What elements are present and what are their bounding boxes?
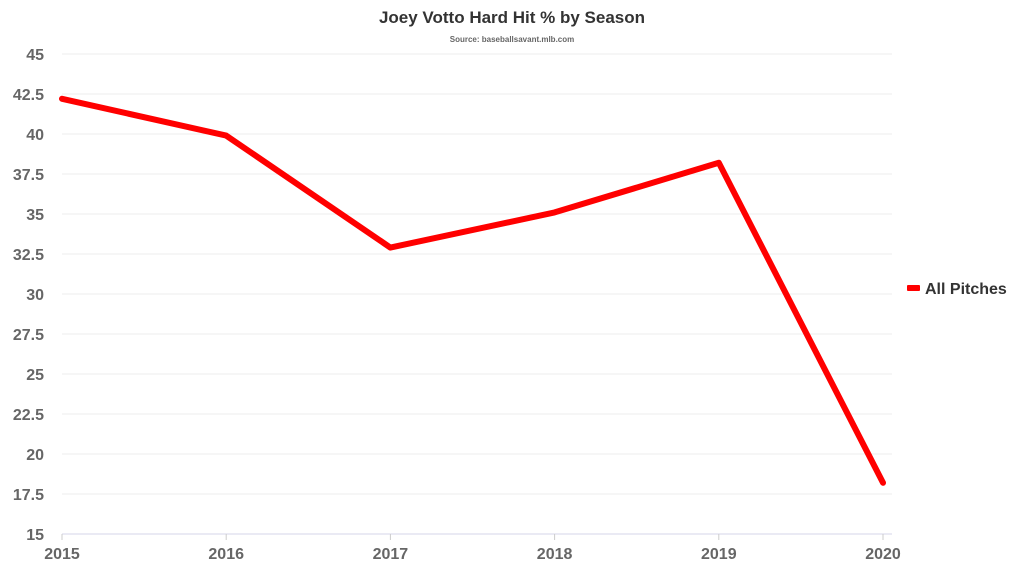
y-tick-label: 30 [26, 287, 44, 304]
series-line-all-pitches [59, 95, 886, 486]
x-tick-label: 2018 [537, 546, 573, 563]
y-tick-label: 32.5 [13, 247, 44, 264]
data-point [718, 162, 720, 164]
legend: All Pitches [907, 281, 1007, 298]
chart-subtitle: Source: baseballsavant.mlb.com [450, 35, 575, 44]
x-tick-label: 2015 [44, 546, 80, 563]
y-tick-label: 22.5 [13, 407, 44, 424]
y-tick-label: 15 [26, 527, 44, 544]
y-axis-tick-labels: 15 17.5 20 22.5 25 27.5 30 32.5 35 37.5 40 42.5 45 [13, 47, 44, 544]
x-tick-label: 2020 [865, 546, 901, 563]
x-tick-label: 2016 [208, 546, 244, 563]
data-point [225, 135, 227, 137]
data-point [61, 98, 63, 100]
y-tick-label: 37.5 [13, 167, 44, 184]
y-tick-label: 25 [26, 367, 44, 384]
data-point [882, 482, 884, 484]
x-tick-label: 2019 [701, 546, 737, 563]
y-tick-label: 40 [26, 127, 44, 144]
y-tick-label: 45 [26, 47, 44, 64]
y-tick-label: 35 [26, 207, 44, 224]
legend-swatch [907, 285, 920, 291]
y-tick-label: 17.5 [13, 487, 44, 504]
gridlines [62, 53, 892, 495]
data-point [554, 211, 556, 213]
x-tick-label: 2017 [373, 546, 409, 563]
y-tick-label: 42.5 [13, 87, 44, 104]
x-axis: 2015 2016 2017 2018 2019 2020 [44, 533, 901, 563]
legend-label: All Pitches [925, 281, 1007, 298]
y-tick-label: 27.5 [13, 327, 44, 344]
chart-title: Joey Votto Hard Hit % by Season [379, 8, 645, 27]
series-layer [59, 95, 886, 486]
y-tick-label: 20 [26, 447, 44, 464]
data-point [389, 247, 391, 249]
